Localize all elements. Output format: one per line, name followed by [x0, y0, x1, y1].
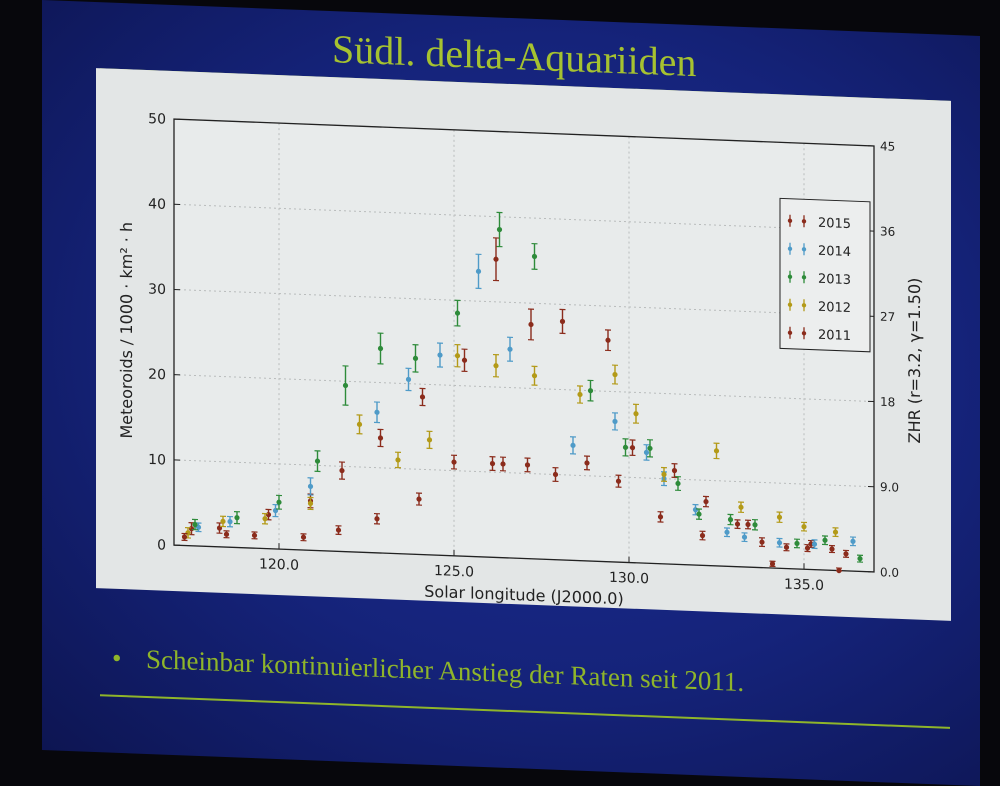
y2-tick-label: 0.0	[880, 565, 899, 580]
x-tick-label: 120.0	[259, 556, 299, 574]
x-tick-label: 125.0	[434, 563, 474, 581]
y-tick-label: 30	[148, 281, 166, 298]
y2-tick-label: 27	[880, 310, 895, 325]
legend-entry-2013: 2013	[818, 272, 851, 288]
legend-entry-2015: 2015	[818, 216, 851, 232]
plot-panel: 120.0 125.0 130.0 135.0 0 10 20 30 40 50 0.0 9.0 18 2…	[96, 68, 951, 621]
bullet-icon: •	[112, 643, 146, 675]
meteor-rate-chart: 120.0 125.0 130.0 135.0 0 10 20 30 40 50 0.0 9.0 18 2…	[96, 68, 951, 621]
y2-axis-label: ZHR (r=3.2, γ=1.50)	[905, 277, 924, 443]
y-axis-label: Meteoroids / 1000 · km² · h	[117, 222, 136, 439]
y2-tick-label: 18	[880, 395, 895, 410]
y-tick-label: 0	[157, 537, 166, 553]
presentation-slide: Südl. delta-Aquariiden 120.0 125.0 130.0 13…	[42, 0, 980, 786]
bullet-text: Scheinbar kontinuierlicher Anstieg der R…	[146, 644, 744, 697]
x-tick-label: 130.0	[609, 570, 649, 588]
x-axis-label: Solar longitude (J2000.0)	[424, 582, 623, 609]
bullet-point: •Scheinbar kontinuierlicher Anstieg der …	[112, 643, 932, 706]
x-tick-label: 135.0	[784, 577, 824, 595]
y2-tick-label: 36	[880, 224, 895, 239]
y2-tick-label: 45	[880, 139, 895, 154]
legend-entry-2014: 2014	[818, 244, 851, 260]
y-tick-label: 10	[148, 452, 166, 469]
y-tick-label: 20	[148, 367, 166, 384]
slide-title: Südl. delta-Aquariiden	[332, 25, 696, 86]
y-tick-label: 40	[148, 196, 166, 213]
legend-entry-2012: 2012	[818, 300, 851, 316]
y2-tick-label: 9.0	[880, 480, 899, 495]
y-tick-label: 50	[148, 111, 166, 128]
legend-entry-2011: 2011	[818, 328, 851, 344]
